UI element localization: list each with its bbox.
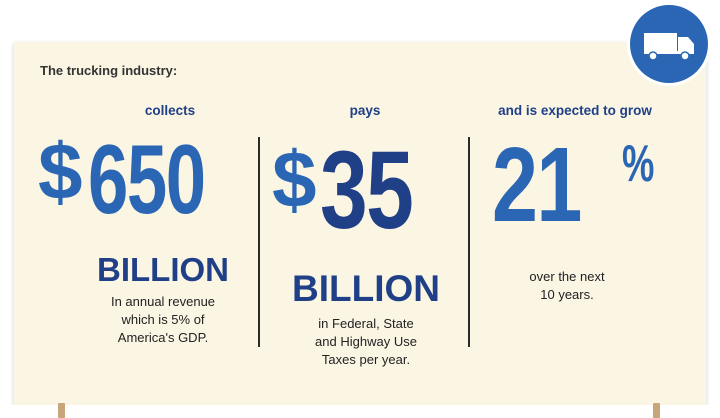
description-35: in Federal, State and Highway Use Taxes … bbox=[315, 316, 417, 367]
peg-right bbox=[653, 403, 660, 418]
description-650: In annual revenue which is 5% of America… bbox=[110, 294, 216, 345]
infographic-card bbox=[14, 42, 706, 405]
unit-billion-35: BILLION bbox=[292, 268, 440, 309]
value-650: 650 bbox=[88, 124, 206, 234]
intro-text: The trucking industry: bbox=[40, 63, 178, 78]
heading-grow: and is expected to grow bbox=[498, 103, 652, 118]
truck-badge bbox=[630, 5, 708, 83]
description-21: over the next 10 years. bbox=[529, 269, 605, 302]
value-35: 35 bbox=[320, 129, 414, 252]
heading-collects: collects bbox=[144, 103, 196, 118]
divider-left bbox=[258, 137, 260, 347]
percent-sign: % bbox=[622, 135, 655, 193]
heading-pays: pays bbox=[349, 103, 381, 118]
unit-billion-650: BILLION bbox=[97, 251, 229, 288]
peg-left bbox=[58, 403, 65, 418]
dollar-sign-35: $ bbox=[272, 135, 317, 224]
dollar-sign-650: $ bbox=[38, 127, 83, 216]
truck-icon bbox=[644, 33, 694, 61]
bottom-strip bbox=[0, 405, 720, 418]
divider-right bbox=[468, 137, 470, 347]
value-21: 21 bbox=[492, 126, 582, 244]
